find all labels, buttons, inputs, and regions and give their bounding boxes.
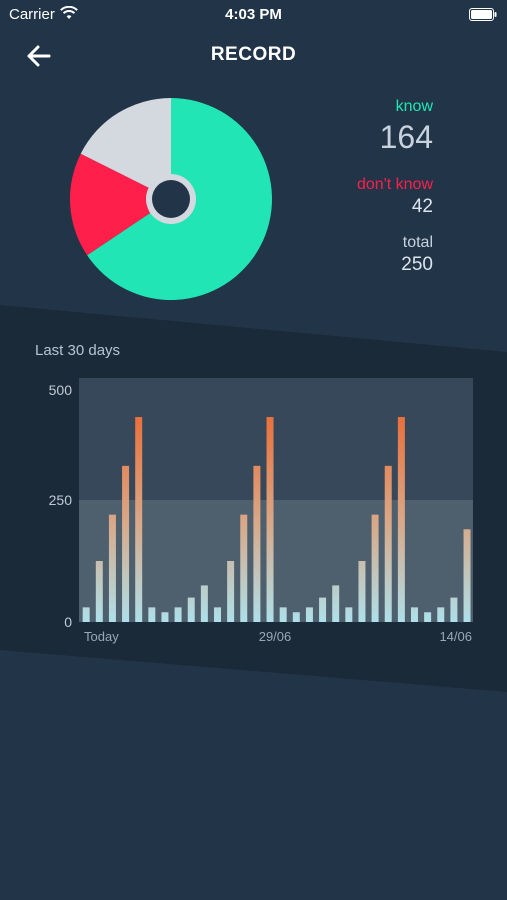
back-button[interactable] <box>22 40 56 72</box>
bar <box>108 514 116 622</box>
dont-know-label: don't know <box>357 176 433 193</box>
bar <box>240 514 248 622</box>
bar <box>174 607 182 622</box>
plot-area-upper <box>79 378 473 500</box>
bar <box>463 529 471 622</box>
bar <box>279 607 287 622</box>
bar <box>187 597 195 622</box>
bar <box>95 561 103 622</box>
bar <box>411 607 418 622</box>
status-time: 4:03 PM <box>225 6 282 23</box>
x-tick-label: Today <box>84 629 119 644</box>
total-value: 250 <box>401 254 433 275</box>
status-bar: Carrier 4:03 PM <box>0 0 507 28</box>
bar <box>214 607 221 622</box>
arrow-left-icon <box>27 45 51 67</box>
x-tick-label: 29/06 <box>259 629 292 644</box>
bar <box>371 514 379 622</box>
bar <box>135 417 143 622</box>
record-pie-chart <box>70 98 272 300</box>
bar <box>200 585 208 622</box>
bar <box>82 607 90 622</box>
y-tick-label: 500 <box>49 382 73 398</box>
bar <box>266 417 274 622</box>
bar <box>148 607 156 622</box>
bar <box>319 597 327 622</box>
x-tick-label: 14/06 <box>439 629 472 644</box>
battery-icon <box>469 8 497 21</box>
bar <box>227 561 235 622</box>
chart-title: Last 30 days <box>35 342 121 359</box>
plot-area-lower <box>79 500 473 622</box>
bar <box>292 612 300 622</box>
bar <box>424 612 432 622</box>
bar <box>122 465 130 622</box>
bar <box>161 612 169 622</box>
bar <box>253 465 261 622</box>
bar <box>437 607 445 622</box>
bar <box>305 607 313 622</box>
total-label: total <box>402 234 433 251</box>
pie-slice-unanswered <box>80 98 171 199</box>
y-tick-label: 0 <box>64 614 72 630</box>
wifi-icon <box>60 6 78 19</box>
carrier-label: Carrier <box>9 6 55 23</box>
pie-slice-dont-know <box>70 153 171 256</box>
know-value: 164 <box>379 119 433 155</box>
bar <box>397 417 405 622</box>
bar <box>332 585 340 622</box>
stats-summary: know 164 don't know 42 total 250 <box>357 98 433 276</box>
bar <box>450 597 458 622</box>
y-tick-label: 250 <box>49 492 73 508</box>
page-title: RECORD <box>210 44 297 65</box>
dont-know-value: 42 <box>411 196 433 217</box>
know-label: know <box>395 98 433 115</box>
bar <box>345 607 353 622</box>
bar <box>358 561 366 622</box>
pie-center-hole <box>152 180 190 218</box>
bar <box>384 465 392 622</box>
